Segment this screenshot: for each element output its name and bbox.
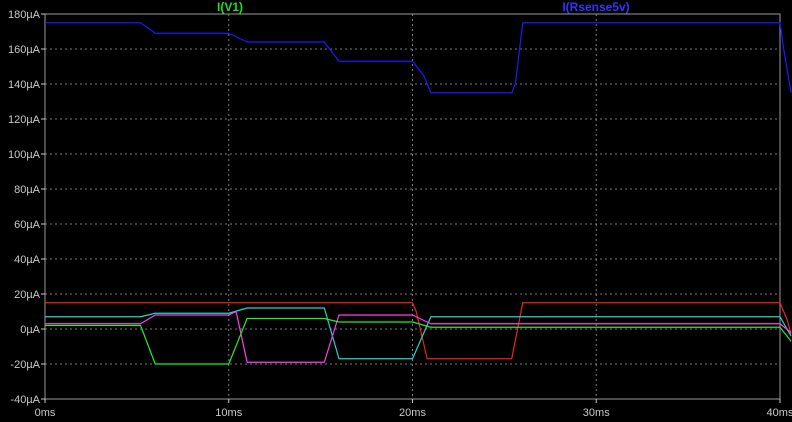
legend: I(V1) I(Rsense5v)	[217, 0, 630, 14]
x-tick-label: 20ms	[399, 407, 426, 419]
series-line-2	[45, 302, 792, 360]
series-line-3	[45, 307, 792, 360]
x-tick-label: 0ms	[35, 407, 56, 419]
y-axis: 180µA 160µA 140µA 120µA 100µA 80µA 60µA 40µA 20µ…	[8, 9, 45, 406]
x-tick-label: 30ms	[583, 407, 610, 419]
y-tick-label: 160µA	[8, 44, 41, 56]
legend-entry-1: I(V1)	[217, 0, 243, 14]
series-layer	[45, 22, 792, 365]
x-axis: 0ms 10ms 20ms 30ms 40ms	[35, 399, 792, 419]
series-line-4	[45, 310, 792, 363]
y-tick-label: 40µA	[14, 254, 41, 266]
y-tick-label: 60µA	[14, 219, 41, 231]
y-tick-label: 100µA	[8, 149, 41, 161]
y-tick-label: 0µA	[20, 324, 40, 336]
y-tick-label: 180µA	[8, 9, 41, 21]
y-tick-label: 120µA	[8, 114, 41, 126]
x-tick-label: 10ms	[215, 407, 242, 419]
grid	[44, 13, 781, 400]
y-tick-label: -20µA	[10, 359, 40, 371]
series-line-5	[45, 317, 792, 365]
y-tick-label: 140µA	[8, 79, 41, 91]
y-tick-label: 20µA	[14, 289, 41, 301]
y-tick-label: 80µA	[14, 184, 41, 196]
y-tick-label: -40µA	[10, 394, 40, 406]
series-line-1	[45, 22, 792, 94]
legend-entry-2: I(Rsense5v)	[562, 0, 629, 14]
plot-border	[44, 13, 781, 400]
x-tick-label: 40ms	[767, 407, 792, 419]
plot-frame	[44, 13, 781, 400]
